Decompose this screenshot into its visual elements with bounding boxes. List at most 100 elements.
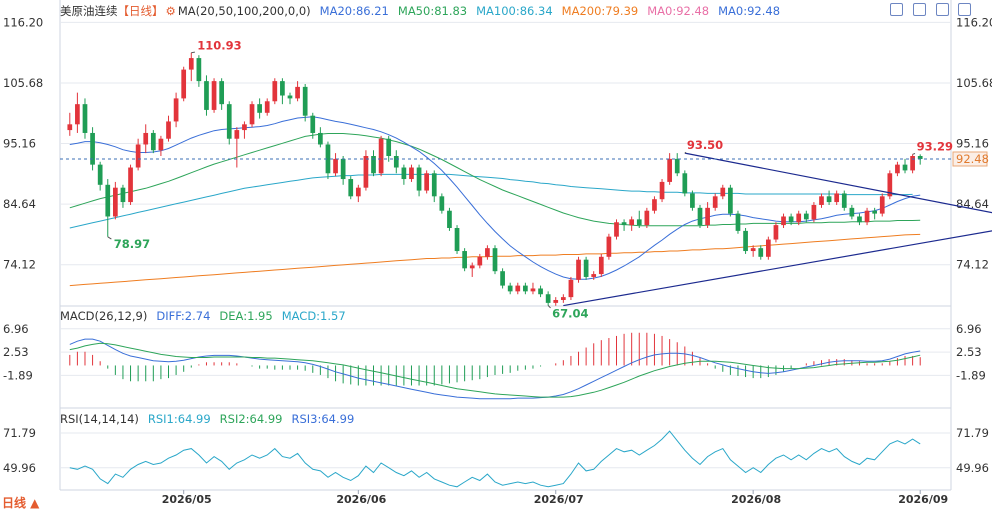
candle-body <box>75 104 80 125</box>
candle-body <box>492 248 498 272</box>
candle-body <box>158 138 164 151</box>
candle-body <box>135 144 141 168</box>
candle-body <box>553 300 559 303</box>
price-tick-right: 116.20 <box>956 15 992 29</box>
crosshair-icon[interactable] <box>890 3 903 16</box>
price-tick-right: 74.12 <box>956 258 989 272</box>
candle-body <box>568 279 574 298</box>
last-price-tag <box>952 151 988 167</box>
candle-body <box>280 81 285 96</box>
price-annotation: 110.93 <box>197 39 241 53</box>
price-tick-left: 105.68 <box>3 76 43 90</box>
candle-body <box>310 115 316 133</box>
candle-body <box>150 132 156 151</box>
price-annotation: 78.97 <box>114 237 150 251</box>
candle-body <box>371 156 376 174</box>
candle-body <box>143 132 149 145</box>
annotation-leader <box>684 151 687 154</box>
candle-body <box>636 219 642 226</box>
candle-body <box>667 158 672 182</box>
candle-body <box>705 207 710 226</box>
candle-body <box>82 104 88 133</box>
rsi2-value: RSI2:64.99 <box>219 412 283 426</box>
candle-body <box>750 248 756 252</box>
candle-body <box>181 69 187 99</box>
ma100-value: MA100:86.34 <box>476 4 553 18</box>
candle-body <box>439 196 445 211</box>
candle-body <box>902 164 908 171</box>
price-annotation: 93.50 <box>687 138 723 152</box>
candle-body <box>348 179 354 197</box>
candle-body <box>917 156 923 159</box>
candle-body <box>728 187 733 214</box>
candle-body <box>591 274 597 277</box>
candle-body <box>652 199 657 211</box>
candle-body <box>583 259 589 277</box>
candle-body <box>219 81 225 105</box>
rsi1-value: RSI1:64.99 <box>147 412 211 426</box>
candle-body <box>355 187 361 197</box>
candle-body <box>796 213 802 223</box>
candle-body <box>811 204 817 220</box>
macd-tick-left: 2.53 <box>3 345 29 359</box>
macd-tick-right: 6.96 <box>956 322 982 336</box>
zoom-out-icon[interactable] <box>936 3 949 16</box>
zoom-in-icon[interactable] <box>913 3 926 16</box>
candle-body <box>226 104 232 139</box>
macd-header: MACD(26,12,9) <box>60 309 148 323</box>
x-axis-label: 2026/08 <box>731 493 781 506</box>
period-badge[interactable]: 【日线】 <box>117 4 164 18</box>
period-switch[interactable]: 日线 ▲ <box>2 496 40 510</box>
macd-diff-line <box>69 338 921 400</box>
candle-body <box>242 124 247 131</box>
candle-body <box>416 167 422 191</box>
candle-body <box>857 216 862 223</box>
candle-body <box>97 164 103 185</box>
candle-body <box>872 210 877 214</box>
settings-gear-icon[interactable]: ⚙ <box>165 4 176 18</box>
candle-body <box>819 196 824 205</box>
rsi-tick-right: 71.79 <box>956 426 989 440</box>
candle-body <box>272 81 278 102</box>
candle-body <box>302 86 308 116</box>
price-annotation: 67.04 <box>552 307 588 321</box>
candle-body <box>120 187 126 203</box>
macd-tick-right: -1.89 <box>956 368 986 382</box>
fullscreen-icon[interactable] <box>958 3 971 16</box>
ma0b-value: MA0:92.48 <box>718 4 781 18</box>
annotation-leader <box>912 153 916 155</box>
candle-body <box>545 294 551 303</box>
macd-tick-left: -1.89 <box>3 368 33 382</box>
candle-body <box>826 196 832 203</box>
price-tick-right: 95.16 <box>956 137 989 151</box>
price-annotation: 93.29 <box>917 139 953 153</box>
candle-body <box>788 216 794 223</box>
candle-body <box>614 222 619 237</box>
candle-body <box>895 164 900 174</box>
candle-body <box>887 173 893 197</box>
price-tick-left: 84.64 <box>3 197 36 211</box>
candle-body <box>363 156 369 188</box>
instrument-title: 美原油连续 <box>60 4 118 18</box>
x-axis-label: 2026/07 <box>534 493 584 506</box>
last-price-label: 92.48 <box>956 152 989 166</box>
candle-body <box>340 158 346 180</box>
candle-body <box>264 101 270 113</box>
candle-body <box>447 210 452 228</box>
price-tick-left: 95.16 <box>3 137 36 151</box>
candle-body <box>606 236 612 257</box>
candle-body <box>113 187 118 217</box>
candle-body <box>629 219 635 226</box>
candle-body <box>462 251 467 269</box>
annotation-leader <box>547 305 551 309</box>
candle-body <box>485 248 490 257</box>
ma100-line <box>69 173 913 229</box>
x-axis-label: 2026/06 <box>336 493 386 506</box>
candle-body <box>188 58 194 70</box>
rsi-line <box>69 430 921 488</box>
candle-body <box>424 173 430 191</box>
macd-legend: MACD(26,12,9) DIFF:2.74 DEA:1.95 MACD:1.57 <box>60 309 355 323</box>
candle-body <box>560 297 566 300</box>
candle-body <box>697 207 703 226</box>
candle-body <box>196 58 202 82</box>
